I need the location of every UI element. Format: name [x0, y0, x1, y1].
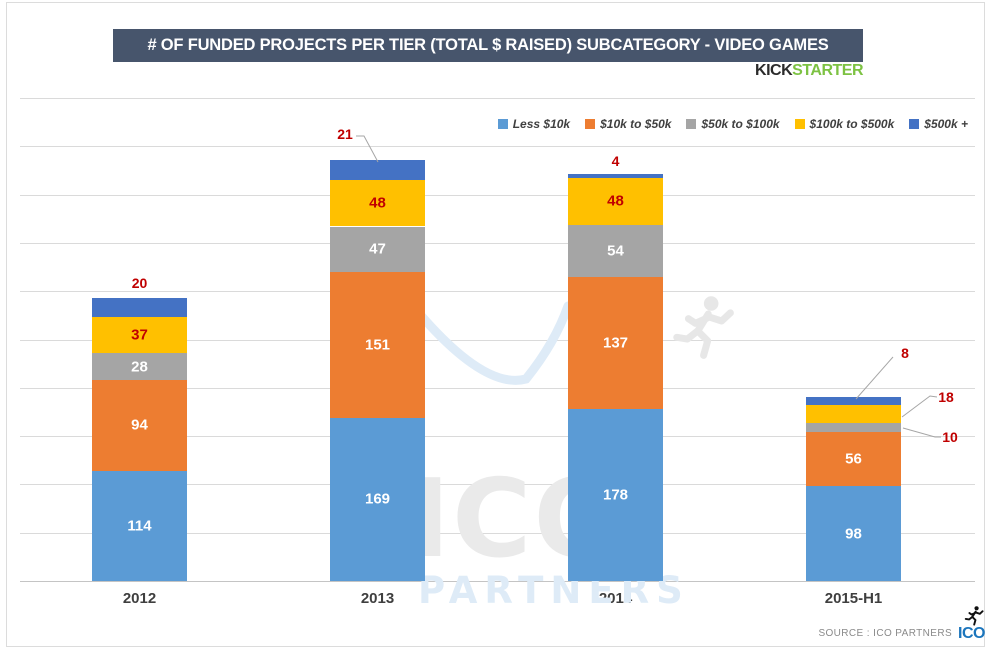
- bar-segment-2015-H1-500k: [806, 397, 901, 406]
- bar-segment-2014-50kto100k: [568, 224, 663, 277]
- x-axis-label-2015-h1: 2015-H1: [824, 590, 883, 607]
- bar-segment-2013-10kto50k: [330, 271, 425, 418]
- bar-segment-2012-10kto50k: [92, 380, 187, 471]
- bar-segment-2015-H1-less10k: [806, 486, 901, 581]
- plot-area: ICO PARTNERS 114 94 28 37 169 151 47 48 178 137 54…: [20, 98, 975, 609]
- runner-icon: [964, 606, 984, 626]
- gridline: [20, 387, 975, 389]
- x-axis-label-2013: 2013: [360, 590, 395, 607]
- x-axis-label-2012: 2012: [122, 590, 157, 607]
- legend-label: $500k +: [924, 117, 968, 131]
- data-label: 178: [602, 486, 629, 504]
- bar-segment-2014-less10k: [568, 409, 663, 581]
- source-attribution: SOURCE : ICO PARTNERS ICO: [818, 605, 985, 642]
- bar-segment-2014-10kto50k: [568, 276, 663, 410]
- bar-segment-2013-50kto100k: [330, 226, 425, 272]
- legend-item-less10k: Less $10k: [497, 117, 571, 131]
- callout-data-label: 4: [611, 153, 620, 169]
- data-label: 47: [369, 240, 386, 258]
- data-label: 94: [131, 416, 148, 434]
- data-label: 48: [607, 192, 624, 210]
- ico-logo-text: ICO: [958, 625, 985, 642]
- data-label: 28: [131, 358, 148, 376]
- callout-data-label: 20: [131, 275, 148, 291]
- data-label: 114: [127, 517, 152, 535]
- legend-label: Less $10k: [512, 117, 571, 131]
- legend-swatch-icon: [497, 119, 508, 129]
- legend-swatch-icon: [686, 119, 697, 129]
- x-axis-line: [20, 581, 975, 582]
- gridline: [20, 532, 975, 534]
- legend-label: $10k to $50k: [600, 117, 672, 131]
- ico-partners-logo: ICO: [958, 605, 985, 642]
- gridline: [20, 436, 975, 438]
- legend-label: $100k to $500k: [809, 117, 895, 131]
- bar-segment-2012-500k: [92, 297, 187, 318]
- data-label: 54: [607, 242, 624, 260]
- legend-label: $50k to $100k: [701, 117, 780, 131]
- bar-segment-2014-500k: [568, 174, 663, 179]
- data-label: 151: [364, 336, 391, 354]
- kickstarter-logo-starter: STARTER: [792, 62, 863, 79]
- bar-segment-2012-less10k: [92, 470, 187, 581]
- legend-item-50kto100k: $50k to $100k: [686, 117, 780, 131]
- legend-item-10kto50k: $10k to $50k: [585, 117, 671, 131]
- data-label: 137: [602, 334, 629, 352]
- bar-segment-2015-H1-50kto100k: [806, 422, 901, 433]
- data-label: 48: [369, 194, 386, 212]
- legend-swatch-icon: [909, 119, 920, 129]
- legend-item-100kto500k: $100k to $500k: [794, 117, 895, 131]
- gridline: [20, 146, 975, 148]
- gridline: [20, 194, 975, 196]
- data-label: 37: [131, 326, 148, 344]
- kickstarter-logo-kick: KICK: [755, 62, 793, 79]
- data-label: 56: [845, 450, 862, 468]
- gridline: [20, 98, 975, 99]
- legend-item-500k: $500k +: [909, 117, 968, 131]
- bar-segment-2015-H1-100kto500k: [806, 405, 901, 423]
- bar-segment-2012-100kto500k: [92, 317, 187, 354]
- data-label: 169: [364, 490, 391, 508]
- bar-segment-2013-100kto500k: [330, 180, 425, 227]
- chart-frame: [6, 2, 985, 647]
- source-label: SOURCE : ICO PARTNERS: [818, 628, 953, 639]
- callout-data-label: 18: [938, 389, 954, 405]
- callout-data-label: 8: [901, 345, 909, 361]
- legend-swatch-icon: [585, 119, 596, 129]
- bar-segment-2013-less10k: [330, 417, 425, 581]
- gridline: [20, 484, 975, 486]
- chart-title: # OF FUNDED PROJECTS PER TIER (TOTAL $ R…: [147, 36, 829, 54]
- chart-title-banner: # OF FUNDED PROJECTS PER TIER (TOTAL $ R…: [113, 29, 863, 62]
- callout-data-label: 21: [337, 126, 353, 142]
- callout-leader-lines: [356, 135, 941, 438]
- gridline: [20, 242, 975, 244]
- x-axis: 2012 2013 2014 2015-H1: [20, 590, 975, 612]
- x-axis-label-2014: 2014: [598, 590, 633, 607]
- bar-segment-2012-50kto100k: [92, 353, 187, 381]
- kickstarter-logo: KICKSTARTER: [755, 62, 863, 80]
- gridline: [20, 291, 975, 293]
- bar-segment-2013-500k: [330, 159, 425, 181]
- callout-data-label: 10: [942, 429, 958, 445]
- data-label: 98: [845, 525, 862, 543]
- chart-legend: Less $10k $10k to $50k $50k to $100k $100k …: [497, 117, 968, 131]
- legend-swatch-icon: [794, 119, 805, 129]
- bar-segment-2014-100kto500k: [568, 178, 663, 225]
- bar-segment-2015-H1-10kto50k: [806, 432, 901, 487]
